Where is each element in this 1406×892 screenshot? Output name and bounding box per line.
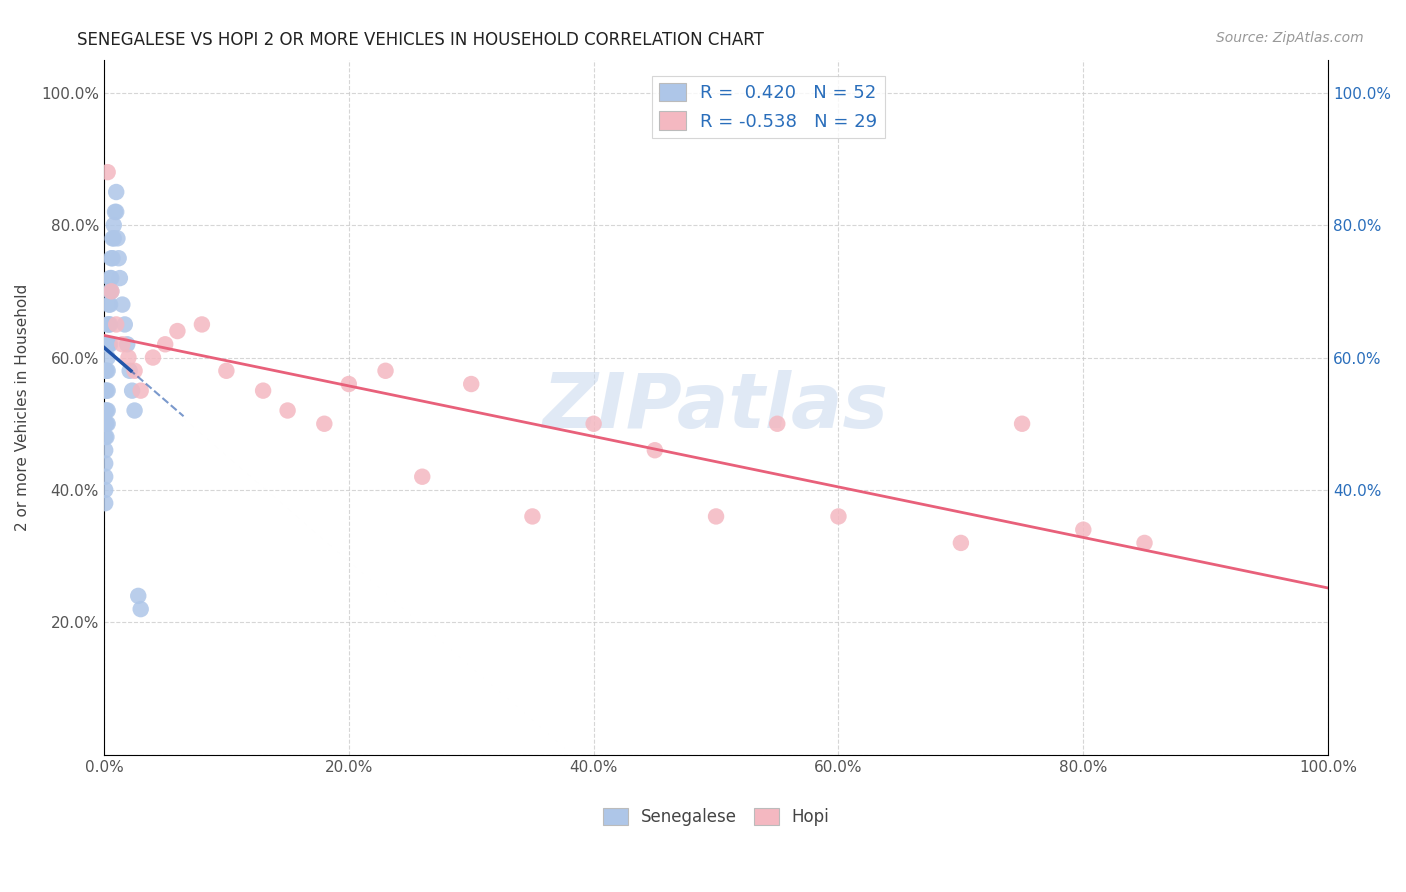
Point [97, 403, 120, 417]
Point [96, 364, 118, 378]
Point [522, 509, 544, 524]
Point [118, 364, 141, 378]
Point [98, 285, 121, 299]
Point [1133, 536, 1156, 550]
Point [108, 271, 131, 285]
Point [704, 509, 727, 524]
Point [104, 205, 127, 219]
Point [827, 509, 849, 524]
Point [153, 337, 176, 351]
Text: SENEGALESE VS HOPI 2 OR MORE VEHICLES IN HOUSEHOLD CORRELATION CHART: SENEGALESE VS HOPI 2 OR MORE VEHICLES IN… [77, 31, 765, 49]
Point [142, 351, 165, 365]
Point [114, 318, 136, 332]
Point [107, 231, 129, 245]
Point [252, 384, 274, 398]
Point [94, 443, 117, 458]
Point [96, 430, 118, 444]
Point [101, 251, 124, 265]
Point [411, 469, 433, 483]
Point [98, 297, 121, 311]
Point [96, 417, 118, 431]
Point [1011, 417, 1033, 431]
Point [94, 430, 117, 444]
Point [644, 443, 666, 458]
Point [129, 602, 152, 616]
Point [582, 417, 605, 431]
Point [94, 457, 117, 471]
Point [100, 285, 122, 299]
Point [101, 231, 124, 245]
Point [97, 364, 120, 378]
Point [97, 337, 120, 351]
Y-axis label: 2 or more Vehicles in Household: 2 or more Vehicles in Household [15, 284, 30, 531]
Point [94, 364, 117, 378]
Point [96, 337, 118, 351]
Point [97, 351, 120, 365]
Point [374, 364, 396, 378]
Point [98, 337, 121, 351]
Point [215, 364, 238, 378]
Point [191, 318, 214, 332]
Point [100, 251, 122, 265]
Point [111, 337, 134, 351]
Point [107, 251, 129, 265]
Point [166, 324, 188, 338]
Point [949, 536, 972, 550]
Point [127, 589, 149, 603]
Point [97, 384, 120, 398]
Point [100, 271, 122, 285]
Point [97, 318, 120, 332]
Point [105, 205, 128, 219]
Point [97, 297, 120, 311]
Point [97, 337, 120, 351]
Point [766, 417, 789, 431]
Point [94, 483, 117, 497]
Point [103, 231, 125, 245]
Point [460, 377, 482, 392]
Point [1071, 523, 1094, 537]
Point [121, 384, 143, 398]
Point [105, 318, 128, 332]
Text: Source: ZipAtlas.com: Source: ZipAtlas.com [1216, 31, 1364, 45]
Point [94, 384, 117, 398]
Point [94, 469, 117, 483]
Point [100, 285, 122, 299]
Point [97, 318, 120, 332]
Legend: Senegalese, Hopi: Senegalese, Hopi [596, 801, 837, 833]
Point [124, 403, 146, 417]
Point [96, 403, 118, 417]
Point [337, 377, 360, 392]
Point [117, 351, 139, 365]
Text: ZIPatlas: ZIPatlas [543, 370, 889, 444]
Point [314, 417, 336, 431]
Point [111, 297, 134, 311]
Point [103, 218, 125, 232]
Point [98, 318, 121, 332]
Point [94, 417, 117, 431]
Point [105, 185, 128, 199]
Point [115, 337, 138, 351]
Point [94, 496, 117, 510]
Point [97, 417, 120, 431]
Point [129, 384, 152, 398]
Point [98, 271, 121, 285]
Point [277, 403, 299, 417]
Point [94, 403, 117, 417]
Point [96, 384, 118, 398]
Point [97, 165, 120, 179]
Point [124, 364, 146, 378]
